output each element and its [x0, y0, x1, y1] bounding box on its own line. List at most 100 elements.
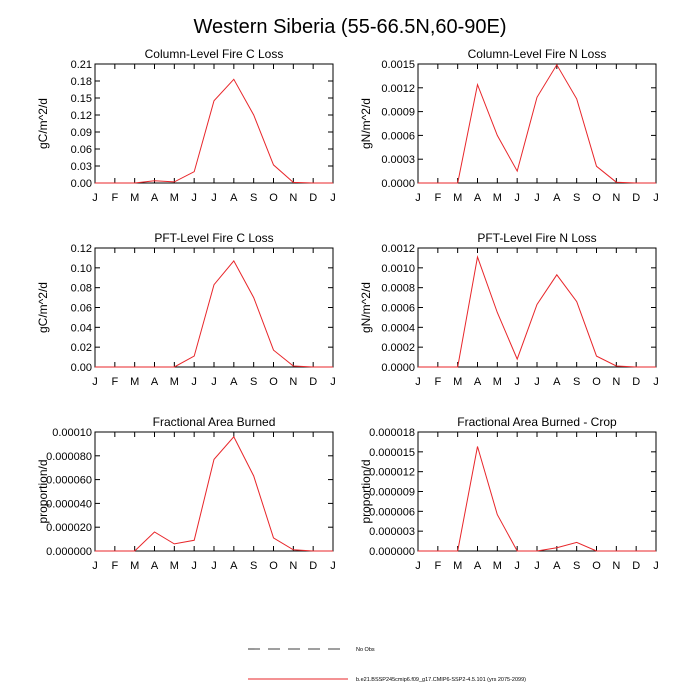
- x-tick-label: F: [434, 192, 441, 204]
- data-point: [477, 84, 478, 85]
- y-tick-label: 0.000012: [369, 467, 415, 479]
- x-tick-label: J: [191, 560, 197, 572]
- y-tick-label: 0.000006: [369, 506, 415, 518]
- y-axis-label: gN/m^2/d: [359, 282, 373, 333]
- data-point: [332, 550, 333, 551]
- x-tick-label: A: [474, 560, 482, 572]
- y-tick-label: 0.000009: [369, 487, 415, 499]
- data-point: [194, 171, 195, 172]
- data-point: [253, 297, 254, 298]
- x-tick-label: J: [653, 560, 659, 572]
- y-tick-label: 0.10: [71, 263, 92, 275]
- x-tick-label: M: [453, 376, 462, 388]
- x-tick-label: N: [612, 192, 620, 204]
- data-point: [655, 366, 656, 367]
- y-tick-label: 0.000000: [46, 546, 92, 558]
- plot-frame: [417, 431, 657, 552]
- x-tick-label: O: [592, 560, 601, 572]
- series-line: [418, 254, 656, 368]
- x-tick-label: N: [289, 560, 297, 572]
- x-tick-label: J: [415, 560, 421, 572]
- data-point: [596, 166, 597, 167]
- data-point: [174, 543, 175, 544]
- x-tick-label: J: [534, 376, 540, 388]
- data-point: [556, 64, 557, 65]
- data-point: [477, 446, 478, 447]
- y-tick-label: 0.000040: [46, 498, 92, 510]
- panel-title: Column-Level Fire N Loss: [468, 47, 607, 61]
- y-tick-label: 0.0000: [381, 178, 415, 190]
- panels: Column-Level Fire C Loss 0.00 0.03 0.06 0.09…: [36, 47, 659, 572]
- x-tick-label: A: [230, 376, 238, 388]
- x-tick-label: N: [612, 560, 620, 572]
- data-point: [233, 260, 234, 261]
- series-line: [95, 78, 333, 184]
- data-point: [437, 550, 438, 551]
- y-tick-label: 0.12: [71, 110, 92, 122]
- y-tick-label: 0.0010: [381, 263, 415, 275]
- x-tick-label: J: [514, 192, 520, 204]
- x-tick-label: J: [415, 192, 421, 204]
- x-tick-label: S: [250, 192, 257, 204]
- x-tick-label: J: [191, 376, 197, 388]
- legend-obs-label: No Obs: [356, 647, 375, 653]
- data-point: [616, 365, 617, 366]
- series-line: [418, 63, 656, 184]
- data-point: [174, 181, 175, 182]
- x-tick-label: M: [453, 560, 462, 572]
- y-tick-label: 0.0004: [381, 322, 415, 334]
- data-point: [253, 114, 254, 115]
- x-tick-label: J: [653, 376, 659, 388]
- x-tick-label: M: [170, 560, 179, 572]
- plot-frame: [94, 63, 334, 184]
- x-tick-label: M: [170, 376, 179, 388]
- y-tick-label: 0.08: [71, 283, 92, 295]
- data-point: [437, 366, 438, 367]
- data-point: [417, 366, 418, 367]
- x-tick-label: J: [653, 192, 659, 204]
- legend: No Obs b.e21.BSSP245cmip6.f09_g17.CMIP6-…: [248, 647, 526, 683]
- data-point: [293, 549, 294, 550]
- data-point: [332, 182, 333, 183]
- x-tick-label: S: [573, 560, 580, 572]
- data-point: [293, 182, 294, 183]
- x-tick-label: S: [250, 376, 257, 388]
- x-tick-label: J: [330, 560, 336, 572]
- x-tick-label: J: [211, 192, 217, 204]
- x-tick-label: O: [269, 376, 278, 388]
- x-tick-label: A: [151, 560, 159, 572]
- data-point: [213, 100, 214, 101]
- x-tick-label: N: [612, 376, 620, 388]
- chart-panel-5: Fractional Area Burned 0.000000 0.000020 0.…: [36, 415, 336, 572]
- x-tick-label: J: [191, 192, 197, 204]
- x-tick-label: D: [309, 560, 317, 572]
- y-tick-label: 0.000018: [369, 427, 415, 439]
- y-axis-label: gN/m^2/d: [359, 98, 373, 149]
- panel-title: Fractional Area Burned - Crop: [457, 415, 617, 429]
- y-tick-label: 0.02: [71, 342, 92, 354]
- data-point: [233, 79, 234, 80]
- data-point: [154, 180, 155, 181]
- data-point: [556, 547, 557, 548]
- chart-panel-4: PFT-Level Fire N Loss 0.0000 0.0002 0.0004 0…: [359, 231, 659, 388]
- data-point: [457, 550, 458, 551]
- y-tick-label: 0.00: [71, 178, 92, 190]
- y-tick-label: 0.03: [71, 161, 92, 173]
- chart-panel-1: Column-Level Fire C Loss 0.00 0.03 0.06 0.09…: [36, 47, 336, 204]
- y-tick-label: 0.06: [71, 144, 92, 156]
- x-tick-label: J: [534, 192, 540, 204]
- y-tick-label: 0.18: [71, 76, 92, 88]
- y-tick-label: 0.15: [71, 93, 92, 105]
- y-tick-label: 0.000003: [369, 526, 415, 538]
- y-tick-label: 0.06: [71, 303, 92, 315]
- data-point: [273, 164, 274, 165]
- data-point: [497, 312, 498, 313]
- x-tick-label: M: [130, 560, 139, 572]
- y-axis-label: proportion/d: [359, 459, 373, 523]
- y-tick-label: 0.0015: [381, 59, 415, 71]
- x-tick-label: J: [514, 376, 520, 388]
- y-tick-label: 0.000060: [46, 475, 92, 487]
- data-point: [134, 182, 135, 183]
- x-tick-label: M: [453, 192, 462, 204]
